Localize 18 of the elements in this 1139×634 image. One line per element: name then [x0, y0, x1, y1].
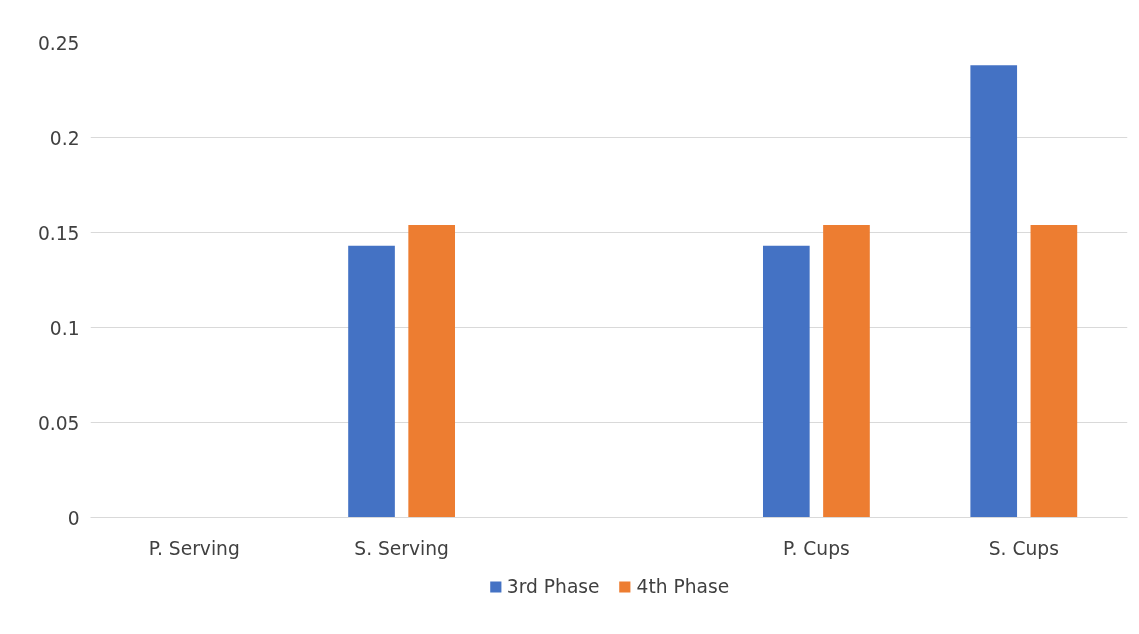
bar	[823, 224, 870, 518]
x-tick-label: S. Serving	[354, 537, 449, 559]
legend-label: 4th Phase	[636, 575, 730, 597]
y-tick-label: 0.1	[49, 317, 80, 339]
x-tick-label: P. Serving	[148, 537, 240, 559]
legend-label: 3rd Phase	[506, 575, 600, 597]
bar	[408, 224, 456, 518]
x-tick-label: S. Cups	[988, 537, 1059, 559]
y-tick-label: 0.2	[49, 127, 80, 149]
y-tick-label: 0	[67, 507, 80, 529]
y-tick-label: 0.05	[37, 412, 80, 434]
bar	[762, 245, 810, 518]
y-tick-label: 0.15	[37, 222, 80, 244]
bar	[970, 65, 1018, 518]
y-tick-label: 0.25	[37, 32, 80, 54]
bar	[348, 245, 395, 518]
bar	[1030, 224, 1078, 518]
x-tick-label: P. Cups	[783, 537, 850, 559]
